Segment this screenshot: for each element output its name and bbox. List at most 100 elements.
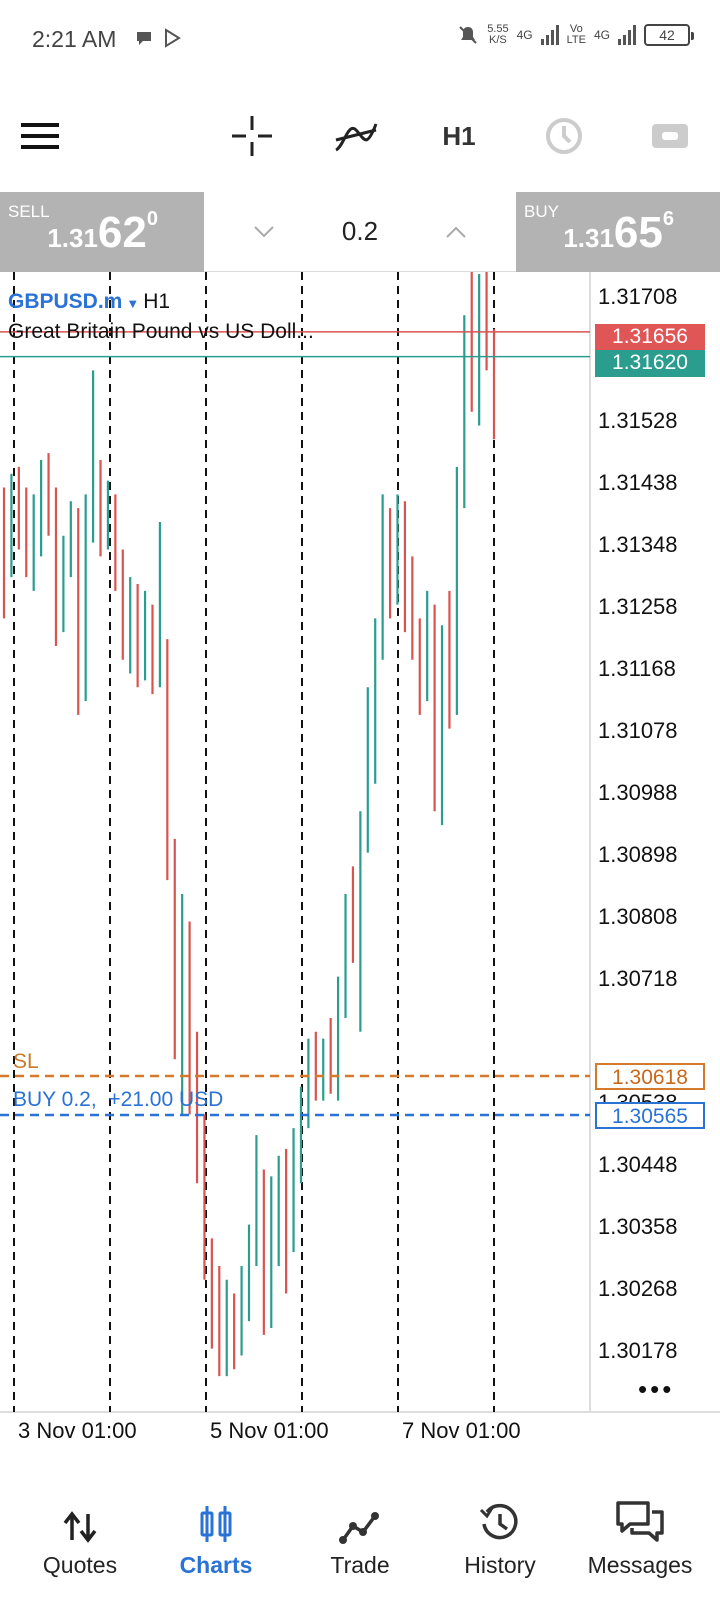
clock-button[interactable] <box>534 96 594 176</box>
position-label: BUY 0.2, <box>13 1088 97 1111</box>
sell-price-big: 62 <box>97 208 147 257</box>
nav-messages[interactable]: Messages <box>568 1484 712 1612</box>
price-axis-label-7: 1.30988 <box>598 780 678 805</box>
price-axis-label-4: 1.31258 <box>598 594 678 619</box>
price-axis-label-10: 1.30718 <box>598 966 678 991</box>
status-bar: 2:21 AM 5.55 K/S 4G Vo LTE 4G 42 <box>0 0 720 80</box>
symbol-timeframe: H1 <box>143 290 171 313</box>
price-axis-label-2: 1.31438 <box>598 470 678 495</box>
bell-muted-icon <box>459 26 477 44</box>
price-axis-label-1: 1.31528 <box>598 408 678 433</box>
nav-trade[interactable]: Trade <box>288 1484 432 1612</box>
timeframe-label: H1 <box>442 120 476 151</box>
time-axis-label-0: 3 Nov 01:00 <box>18 1418 137 1443</box>
nav-quotes[interactable]: Quotes <box>8 1484 152 1612</box>
sim1-label: 4G <box>516 28 533 42</box>
chevron-up-icon <box>446 226 466 238</box>
sell-price: 1.31620 <box>47 208 158 258</box>
volte-top: Vo <box>569 23 583 35</box>
trade-icon <box>339 1512 379 1544</box>
symbol-description: Great Britain Pound vs US Doll... <box>8 320 314 343</box>
net-speed: 5.55 K/S <box>487 24 508 46</box>
status-notification-icons <box>134 28 182 48</box>
messages-icon <box>616 1501 664 1542</box>
buy-price-prefix: 1.31 <box>563 223 614 253</box>
sell-label: SELL <box>8 202 50 221</box>
lot-increase-button[interactable] <box>436 216 476 248</box>
price-axis-label-12: 1.30448 <box>598 1152 678 1177</box>
sell-button[interactable]: SELL 1.31620 <box>0 192 204 272</box>
trade-levels-button[interactable] <box>640 96 700 176</box>
price-axis-label-14: 1.30268 <box>598 1276 678 1301</box>
volte-label: Vo LTE <box>567 24 586 46</box>
quotes-icon <box>63 1511 97 1543</box>
position-profit: +21.00 USD <box>108 1088 224 1111</box>
chevron-down-icon <box>254 226 274 238</box>
timeframe-button[interactable]: H1 <box>424 96 494 176</box>
price-axis-label-0: 1.31708 <box>598 284 678 309</box>
net-speed-unit: K/S <box>489 34 507 46</box>
lot-value[interactable]: 0.2 <box>341 216 379 246</box>
indicators-button[interactable] <box>326 96 386 176</box>
buy-price-big: 65 <box>613 208 663 257</box>
crosshair-button[interactable] <box>222 96 282 176</box>
price-axis-label-13: 1.30358 <box>598 1214 678 1239</box>
buy-label: BUY <box>524 202 559 221</box>
buy-price-sup: 6 <box>662 208 674 230</box>
nav-charts[interactable]: Charts <box>144 1484 288 1612</box>
ask-price-tag: 1.31656 <box>595 324 705 351</box>
position-price-tag[interactable]: 1.30565 <box>595 1102 705 1129</box>
sim2-label: 4G <box>593 28 610 42</box>
time-axis-label-2: 7 Nov 01:00 <box>402 1418 521 1443</box>
volte-bottom: LTE <box>566 34 586 46</box>
lot-selector: 0.2 <box>204 192 516 272</box>
battery-level: 42 <box>659 27 675 43</box>
charts-icon <box>200 1506 232 1542</box>
price-axis-label-5: 1.31168 <box>598 656 676 681</box>
symbol-name[interactable]: GBPUSD.m <box>8 290 123 313</box>
bottom-navigation: Quotes Charts Trade History Messages <box>0 1484 720 1612</box>
nav-messages-label: Messages <box>587 1552 693 1578</box>
sell-price-sup: 0 <box>146 208 158 230</box>
chat-bubble-icon <box>137 32 151 45</box>
battery-icon: 42 <box>644 24 694 46</box>
more-options-icon[interactable]: ••• <box>638 1374 675 1404</box>
nav-history[interactable]: History <box>428 1484 572 1612</box>
play-store-icon <box>165 28 181 48</box>
menu-button[interactable] <box>14 96 66 176</box>
price-axis-label-6: 1.31078 <box>598 718 678 743</box>
history-icon <box>479 1503 518 1540</box>
one-click-trade-bar: SELL 1.31620 0.2 BUY 1.31656 <box>0 192 720 272</box>
lot-decrease-button[interactable] <box>244 216 284 248</box>
status-right-icons: 5.55 K/S 4G Vo LTE 4G 42 <box>457 24 694 46</box>
nav-charts-label: Charts <box>179 1552 253 1578</box>
caret-down-icon[interactable]: ▼ <box>126 296 140 311</box>
crosshair-icon <box>232 116 272 156</box>
menu-icon <box>21 123 59 149</box>
price-axis-label-9: 1.30808 <box>598 904 678 929</box>
clock-icon <box>546 118 582 154</box>
price-axis-label-15: 1.30178 <box>598 1338 678 1363</box>
sl-price-tag[interactable]: 1.30618 <box>595 1063 705 1090</box>
price-axis-label-3: 1.31348 <box>598 532 678 557</box>
buy-price: 1.31656 <box>563 208 674 258</box>
signal-icon-2 <box>618 25 636 45</box>
nav-history-label: History <box>464 1552 536 1578</box>
trade-levels-icon <box>652 124 688 148</box>
nav-quotes-label: Quotes <box>42 1552 118 1578</box>
chart-toolbar: H1 <box>0 96 720 176</box>
position-line-label[interactable]: BUY 0.2, +21.00 USD <box>13 1088 223 1112</box>
net-speed-value: 5.55 <box>487 23 509 35</box>
buy-button[interactable]: BUY 1.31656 <box>516 192 720 272</box>
nav-trade-label: Trade <box>330 1552 390 1578</box>
sl-line-label[interactable]: SL <box>13 1050 39 1073</box>
time-axis-label-1: 5 Nov 01:00 <box>210 1418 329 1443</box>
price-axis-label-8: 1.30898 <box>598 842 678 867</box>
chart-canvas[interactable]: 1.31708 1.31528 1.31438 1.31348 1.31258 1.311… <box>0 272 720 1452</box>
sell-price-prefix: 1.31 <box>47 223 98 253</box>
symbol-header[interactable]: GBPUSD.m ▼ H1 <box>8 290 170 314</box>
price-chart[interactable]: 1.31708 1.31528 1.31438 1.31348 1.31258 1.311… <box>0 272 720 1452</box>
status-time: 2:21 AM <box>32 26 117 52</box>
signal-icon <box>540 25 559 45</box>
indicators-icon <box>335 123 378 152</box>
